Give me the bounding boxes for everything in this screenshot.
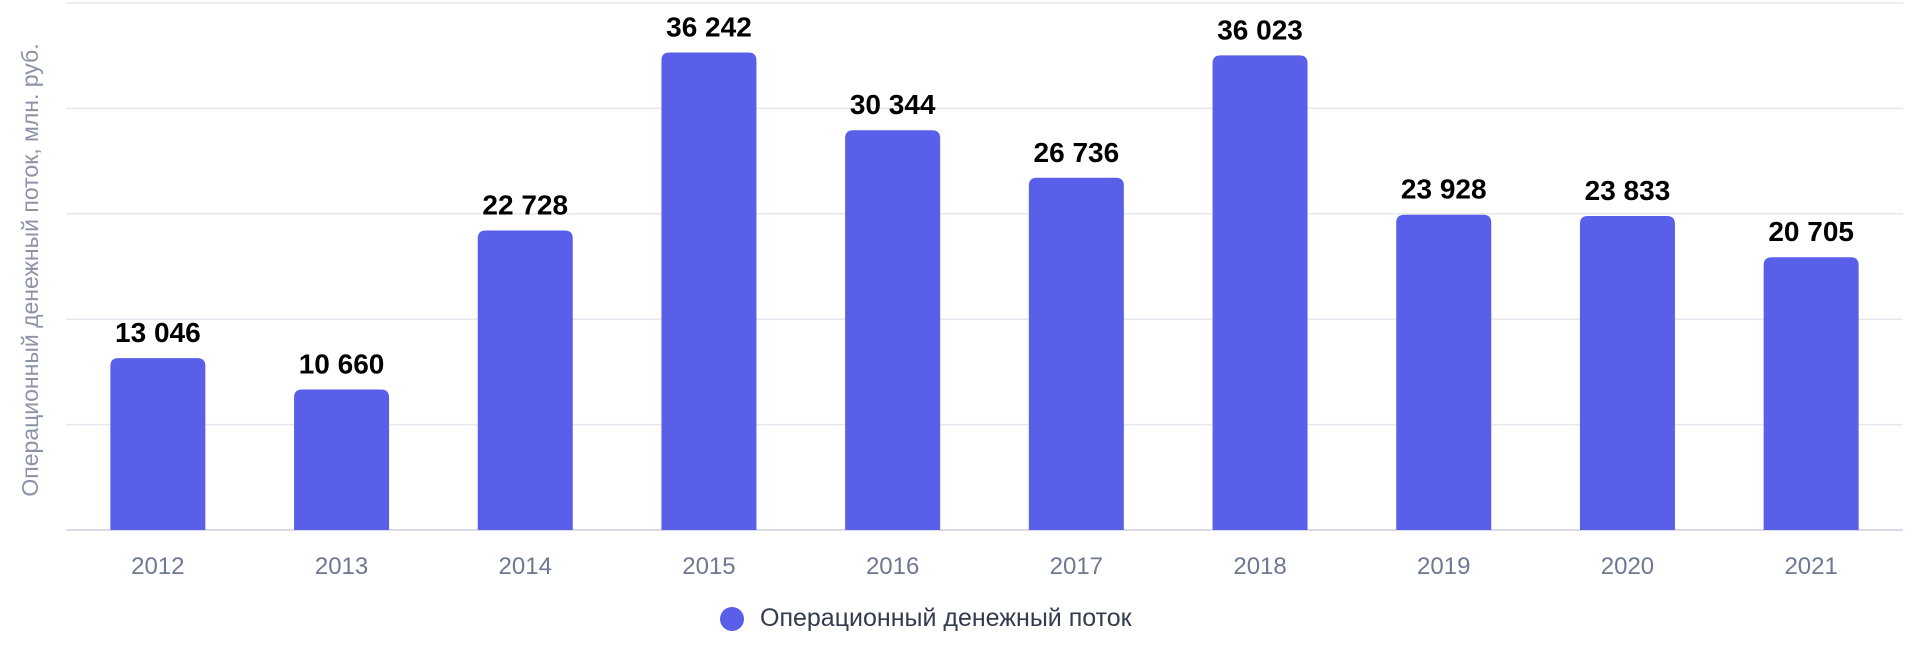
x-tick-label-2018: 2018 <box>1233 553 1286 580</box>
legend-dot-icon <box>720 606 744 631</box>
value-label-2013: 10 660 <box>299 349 385 380</box>
value-label-2017: 26 736 <box>1034 137 1120 168</box>
x-tick-label-2013: 2013 <box>315 553 368 580</box>
value-label-2016: 30 344 <box>850 89 936 120</box>
bar-2015[interactable] <box>661 52 757 530</box>
value-label-2020: 23 833 <box>1585 175 1671 206</box>
bar-2013[interactable] <box>294 389 390 530</box>
legend[interactable]: Операционный денежный поток <box>720 604 1132 633</box>
value-label-2019: 23 928 <box>1401 174 1487 205</box>
value-label-2015: 36 242 <box>666 12 752 43</box>
bar-2021[interactable] <box>1763 257 1859 530</box>
bar-2012[interactable] <box>110 358 206 530</box>
x-tick-label-2012: 2012 <box>131 553 184 580</box>
x-tick-label-2019: 2019 <box>1417 553 1470 580</box>
bar-2014[interactable] <box>477 230 573 530</box>
x-axis-tick-labels: 2012 2013 2014 2015 2016 2017 2018 2019 2020 2021 <box>131 553 1838 580</box>
legend-label: Операционный денежный поток <box>760 604 1132 632</box>
value-label-2018: 36 023 <box>1217 14 1303 45</box>
x-tick-label-2021: 2021 <box>1784 553 1837 580</box>
bar-2019[interactable] <box>1396 214 1492 530</box>
bar-2018[interactable] <box>1212 55 1308 531</box>
bars <box>110 52 1859 531</box>
y-axis-label: Операционный денежный поток, млн. руб. <box>17 43 43 496</box>
x-tick-label-2017: 2017 <box>1050 553 1103 580</box>
x-tick-label-2014: 2014 <box>499 553 552 580</box>
value-labels: 13 046 10 660 22 728 36 242 30 344 26 736 36 0… <box>115 12 1854 380</box>
x-tick-label-2016: 2016 <box>866 553 919 580</box>
bar-2016[interactable] <box>845 130 941 530</box>
value-label-2021: 20 705 <box>1768 216 1854 247</box>
bar-2017[interactable] <box>1028 177 1124 530</box>
x-tick-label-2015: 2015 <box>682 553 735 580</box>
bar-2020[interactable] <box>1579 216 1675 530</box>
x-tick-label-2020: 2020 <box>1601 553 1654 580</box>
value-label-2012: 13 046 <box>115 317 201 348</box>
value-label-2014: 22 728 <box>482 190 568 221</box>
